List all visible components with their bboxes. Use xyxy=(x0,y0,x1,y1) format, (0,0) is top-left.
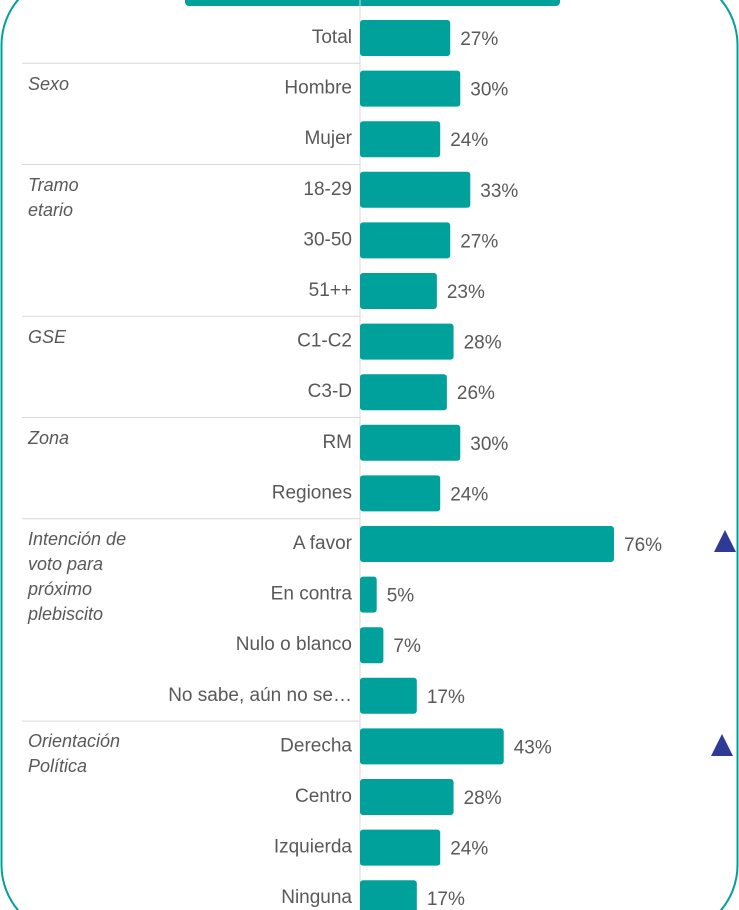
bar xyxy=(360,424,461,461)
bar xyxy=(360,627,384,664)
category-label: Derecha xyxy=(280,735,352,756)
bar xyxy=(360,677,417,714)
bar xyxy=(360,70,461,107)
group-label: Sexo xyxy=(28,73,70,94)
value-label: 27% xyxy=(460,231,498,252)
bar xyxy=(360,222,451,259)
value-label: 28% xyxy=(464,788,502,809)
category-label: Izquierda xyxy=(274,837,353,858)
bar xyxy=(360,728,504,765)
bar xyxy=(360,121,441,158)
category-label: Ninguna xyxy=(281,887,352,908)
bar xyxy=(360,475,441,512)
bar xyxy=(360,880,417,910)
bar xyxy=(360,779,454,815)
category-label: RM xyxy=(322,432,352,453)
value-label: 76% xyxy=(624,535,662,556)
bar xyxy=(360,323,454,360)
category-label: 30-50 xyxy=(303,229,352,250)
value-label: 26% xyxy=(457,383,495,404)
value-label: 17% xyxy=(427,889,465,910)
value-label: 17% xyxy=(427,687,465,708)
category-label: C1-C2 xyxy=(297,331,352,352)
value-label: 24% xyxy=(450,839,488,860)
value-label: 30% xyxy=(470,80,508,101)
value-label: 23% xyxy=(447,282,485,303)
value-label: 28% xyxy=(464,333,502,354)
bar xyxy=(360,526,614,562)
category-label: No sabe, aún no se… xyxy=(168,685,352,706)
category-label: Mujer xyxy=(304,128,352,149)
category-label: Nulo o blanco xyxy=(236,634,352,655)
value-label: 7% xyxy=(393,636,421,657)
category-label: C3-D xyxy=(308,381,352,402)
bar xyxy=(360,374,447,411)
group-label: Intención de voto para próximo plebiscit… xyxy=(28,529,127,624)
group-label: Tramo etario xyxy=(28,174,79,220)
group-label: Orientación Política xyxy=(28,731,121,777)
value-label: 24% xyxy=(450,484,488,505)
bar xyxy=(360,273,437,309)
category-label: A favor xyxy=(293,533,353,554)
value-label: 24% xyxy=(450,130,488,151)
category-label: En contra xyxy=(271,584,353,605)
category-label: Centro xyxy=(295,786,352,807)
category-label: Total xyxy=(312,27,352,48)
group-label: GSE xyxy=(28,326,67,347)
bar xyxy=(360,20,451,56)
value-label: 27% xyxy=(460,29,498,50)
value-label: 30% xyxy=(470,434,508,455)
significance-marker xyxy=(711,734,733,756)
significance-marker xyxy=(714,530,736,552)
group-label: Zona xyxy=(28,427,70,448)
value-label: 43% xyxy=(514,737,552,758)
category-label: 18-29 xyxy=(303,179,352,200)
bar xyxy=(360,829,441,866)
header-bar xyxy=(185,0,560,6)
value-label: 5% xyxy=(387,586,415,607)
category-label: Hombre xyxy=(284,78,352,99)
value-label: 33% xyxy=(480,181,518,202)
bar xyxy=(360,576,377,613)
category-label: Regiones xyxy=(272,482,352,503)
bar xyxy=(360,171,471,208)
category-label: 51++ xyxy=(309,280,352,301)
